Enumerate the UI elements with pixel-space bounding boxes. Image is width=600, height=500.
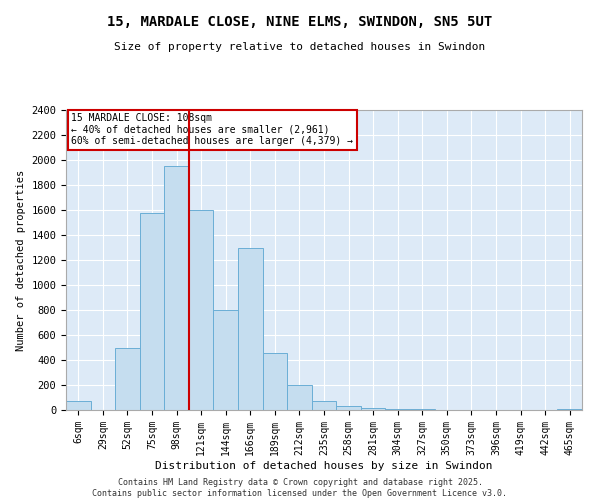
Bar (385, 409, 410, 410)
Text: 15 MARDALE CLOSE: 108sqm
← 40% of detached houses are smaller (2,961)
60% of sem: 15 MARDALE CLOSE: 108sqm ← 40% of detach… (71, 113, 353, 146)
Text: Contains HM Land Registry data © Crown copyright and database right 2025.
Contai: Contains HM Land Registry data © Crown c… (92, 478, 508, 498)
Bar (115, 348, 140, 410)
Bar (336, 406, 361, 410)
Bar (238, 248, 263, 410)
Text: Size of property relative to detached houses in Swindon: Size of property relative to detached ho… (115, 42, 485, 52)
Bar (312, 401, 336, 410)
X-axis label: Distribution of detached houses by size in Swindon: Distribution of detached houses by size … (155, 460, 493, 470)
Bar (287, 385, 312, 410)
Y-axis label: Number of detached properties: Number of detached properties (16, 170, 26, 350)
Bar (361, 408, 385, 410)
Bar (164, 166, 189, 410)
Bar (263, 352, 287, 410)
Bar (214, 310, 238, 410)
Text: 15, MARDALE CLOSE, NINE ELMS, SWINDON, SN5 5UT: 15, MARDALE CLOSE, NINE ELMS, SWINDON, S… (107, 15, 493, 29)
Bar (140, 212, 164, 410)
Bar (189, 210, 214, 410)
Bar (66, 401, 91, 410)
